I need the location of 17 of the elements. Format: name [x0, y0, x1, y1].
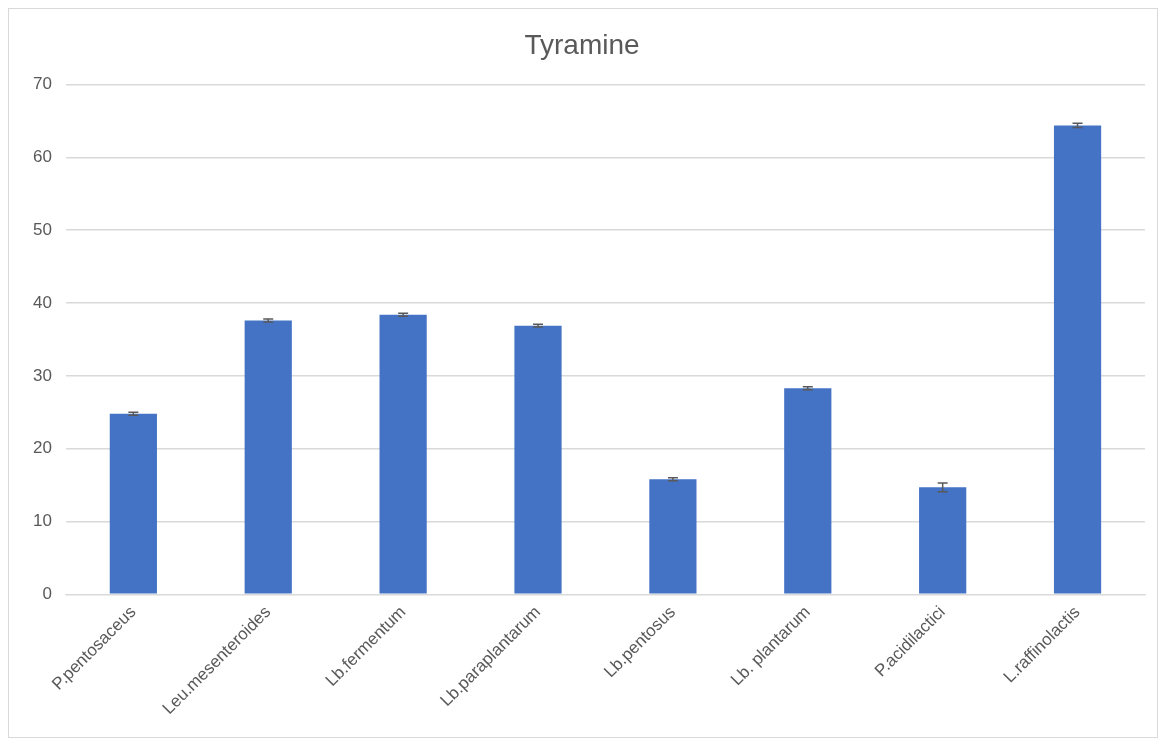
y-tick-label: 0 [42, 584, 52, 604]
y-tick-label: 60 [32, 147, 52, 167]
bar [514, 325, 562, 594]
bar [244, 320, 292, 594]
y-tick-label: 20 [32, 438, 52, 458]
y-tick-label: 30 [32, 365, 52, 385]
y-tick-label: 50 [32, 219, 52, 239]
y-tick-label: 10 [32, 511, 52, 531]
bar [919, 487, 967, 594]
y-tick-label: 70 [32, 74, 52, 94]
chart-title: Tyramine [524, 28, 640, 60]
bar [784, 388, 832, 594]
bar [1053, 125, 1102, 594]
bar [109, 413, 157, 594]
bar [379, 314, 427, 594]
y-tick-label: 40 [32, 292, 52, 312]
bar [649, 479, 697, 594]
